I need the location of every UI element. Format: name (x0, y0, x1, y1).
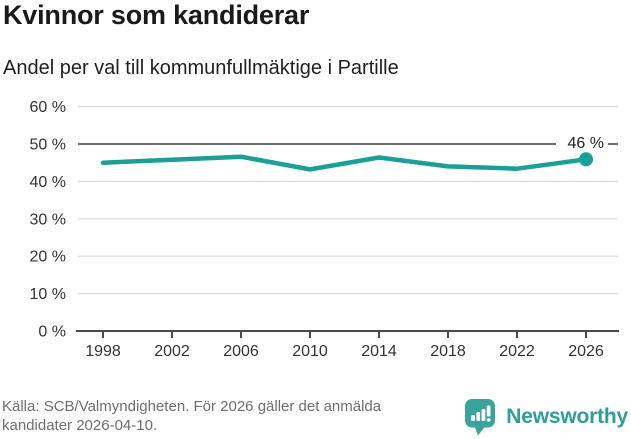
source-note-line2: kandidater 2026-04-10. (2, 417, 158, 434)
x-tick-label: 2002 (154, 343, 190, 360)
x-tick-label: 2026 (568, 343, 604, 360)
chart-subtitle: Andel per val till kommunfullmäktige i P… (3, 57, 399, 79)
newsworthy-icon (465, 399, 496, 436)
y-tick-label: 0 % (38, 324, 66, 341)
y-tick-label: 20 % (30, 249, 66, 266)
x-tick-label: 1998 (85, 343, 121, 360)
newsworthy-logo: Newsworthy (464, 398, 628, 436)
end-point-dot (579, 152, 593, 167)
end-value-label-halo (556, 132, 608, 151)
data-line (100, 154, 589, 172)
x-tick-label: 2018 (430, 343, 466, 360)
y-tick-label: 50 % (30, 137, 66, 154)
line-chart-svg: 0 % 10 % 20 % 30 % 40 % 50 % 60 % 1998 2002 2006 2… (30, 99, 619, 360)
y-tick-label: 10 % (30, 286, 66, 303)
line-chart: 0 % 10 % 20 % 30 % 40 % 50 % 60 % 1998 2002 2006 2… (0, 92, 631, 377)
x-tick-label: 2014 (361, 343, 397, 360)
chart-title: Kvinnor som kandiderar (3, 0, 310, 30)
y-tick-label: 60 % (30, 99, 66, 116)
end-value-label: 46 % (568, 135, 604, 152)
x-tick-label: 2010 (292, 343, 328, 360)
y-tick-label: 40 % (30, 174, 66, 191)
x-tick-label: 2022 (499, 343, 535, 360)
x-tick-label: 2006 (223, 343, 259, 360)
y-tick-label: 30 % (30, 211, 66, 228)
source-note: Källa: SCB/Valmyndigheten. För 2026 gäll… (2, 397, 381, 435)
source-note-line1: Källa: SCB/Valmyndigheten. För 2026 gäll… (2, 398, 382, 415)
newsworthy-wordmark: Newsworthy (506, 405, 628, 428)
